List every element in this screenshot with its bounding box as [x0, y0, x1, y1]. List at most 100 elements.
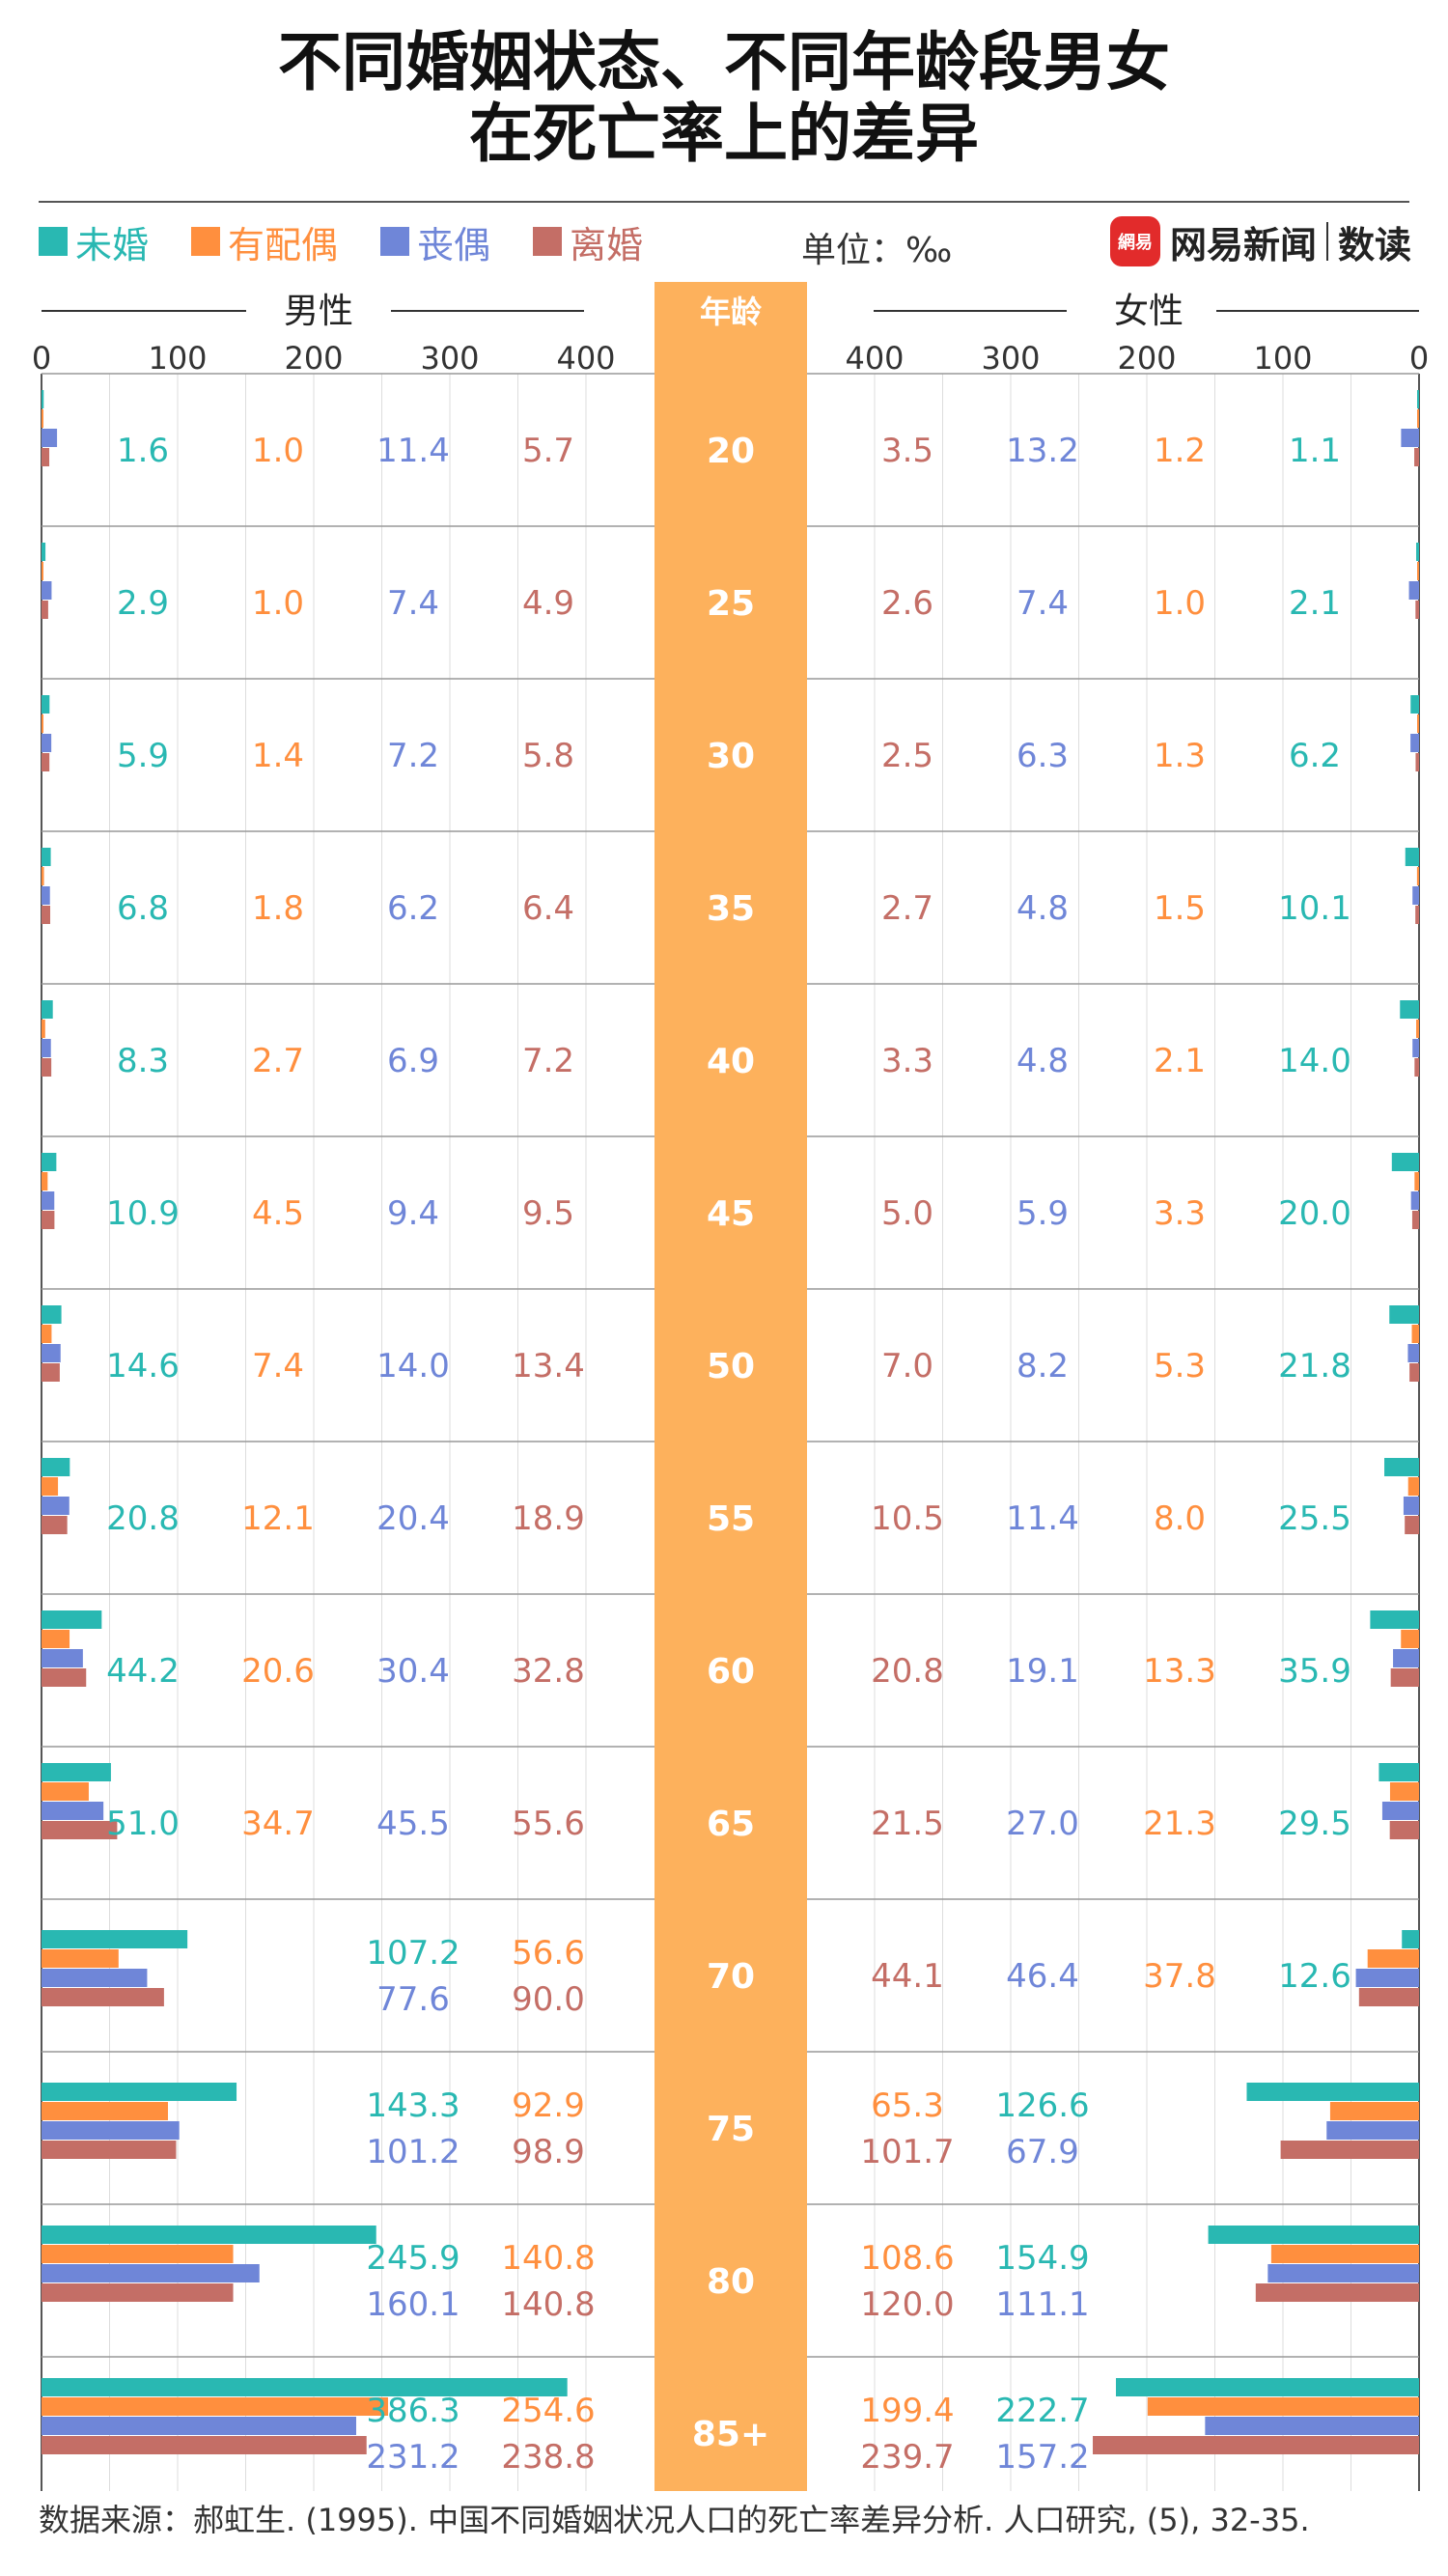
male-value-label: 55.6: [512, 1805, 585, 1843]
male-bar: [42, 1821, 118, 1839]
male-value-label: 231.2: [366, 2438, 459, 2477]
male-bar: [42, 2264, 260, 2282]
male-value-label: 90.0: [512, 1980, 585, 2019]
male-value-label: 14.0: [376, 1347, 450, 1386]
female-bar: [1115, 2378, 1419, 2396]
female-value-label: 1.5: [1154, 889, 1206, 928]
male-value-label: 6.4: [522, 889, 574, 928]
female-bar: [1326, 2121, 1419, 2140]
male-bar: [42, 2245, 234, 2263]
female-value-label: 27.0: [1006, 1805, 1079, 1843]
female-value-label: 1.1: [1289, 432, 1341, 470]
male-bar: [42, 1211, 55, 1229]
female-bar: [1416, 867, 1419, 885]
female-bar: [1370, 1610, 1419, 1629]
male-value-label: 140.8: [501, 2239, 595, 2278]
male-value-label: 51.0: [106, 1805, 180, 1843]
male-value-label: 8.3: [117, 1042, 169, 1080]
page-title: 不同婚姻状态、不同年龄段男女 在死亡率上的差异: [0, 27, 1448, 170]
female-bar: [1417, 390, 1419, 408]
female-value-label: 7.4: [1016, 584, 1069, 623]
female-bar: [1147, 2397, 1419, 2416]
female-bar: [1255, 2283, 1419, 2302]
male-bar: [42, 1191, 55, 1210]
female-value-label: 35.9: [1278, 1652, 1351, 1691]
female-value-label: 1.2: [1154, 432, 1206, 470]
female-value-label: 5.3: [1154, 1347, 1206, 1386]
male-bar: [42, 2121, 180, 2140]
male-value-label: 45.5: [376, 1805, 450, 1843]
female-value-label: 2.5: [881, 737, 933, 775]
female-bar: [1393, 1649, 1419, 1667]
legend-item-divorced: 离婚: [533, 215, 643, 268]
age-column: [654, 282, 807, 2491]
male-bar: [42, 1477, 59, 1496]
female-value-label: 5.0: [881, 1194, 933, 1233]
female-bar: [1402, 1930, 1419, 1948]
female-value-label: 101.7: [860, 2133, 954, 2171]
female-value-label: 1.3: [1154, 737, 1206, 775]
netease-logo-icon: 網易: [1110, 216, 1160, 266]
male-value-label: 386.3: [366, 2392, 459, 2430]
female-bar: [1208, 2226, 1419, 2244]
male-bar: [42, 2283, 234, 2302]
male-value-label: 7.4: [252, 1347, 304, 1386]
title-line-2: 在死亡率上的差异: [469, 97, 979, 171]
female-bar: [1405, 848, 1419, 866]
male-header: 男性: [284, 292, 353, 331]
female-bar: [1415, 601, 1419, 619]
female-value-label: 14.0: [1278, 1042, 1351, 1080]
female-value-label: 65.3: [871, 2086, 944, 2125]
male-value-label: 7.4: [387, 584, 439, 623]
male-value-label: 11.4: [376, 432, 450, 470]
female-bar: [1205, 2417, 1419, 2435]
female-bar: [1405, 1516, 1419, 1534]
legend-item-married: 有配偶: [191, 215, 338, 268]
age-label: 50: [707, 1347, 755, 1386]
source-note: 数据来源：郝虹生. (1995). 中国不同婚姻状况人口的死亡率差异分析. 人口…: [39, 2502, 1310, 2538]
male-bar: [42, 1988, 164, 2006]
age-label: 30: [707, 737, 755, 776]
female-bar: [1415, 753, 1419, 771]
male-value-label: 56.6: [512, 1934, 585, 1973]
female-value-label: 2.6: [881, 584, 933, 623]
female-bar: [1390, 1668, 1419, 1687]
female-header: 女性: [1114, 292, 1183, 331]
female-bar: [1389, 1782, 1419, 1801]
male-bar: [42, 543, 46, 561]
female-value-label: 120.0: [860, 2285, 954, 2324]
female-tick-label: 400: [845, 340, 904, 377]
male-tick-label: 200: [284, 340, 343, 377]
male-bar: [42, 1802, 104, 1820]
age-label: 25: [707, 584, 755, 624]
female-value-label: 13.3: [1143, 1652, 1216, 1691]
female-value-label: 2.1: [1289, 584, 1341, 623]
legend-label-married: 有配偶: [228, 223, 339, 266]
female-bar: [1407, 1477, 1419, 1496]
male-value-label: 20.6: [241, 1652, 315, 1691]
female-value-label: 13.2: [1006, 432, 1079, 470]
female-bar: [1280, 2141, 1419, 2159]
female-bar: [1407, 1344, 1419, 1362]
male-value-label: 245.9: [366, 2239, 459, 2278]
legend-swatch-unmarried: [39, 227, 68, 256]
female-tick-label: 300: [981, 340, 1040, 377]
legend-item-unmarried: 未婚: [39, 215, 149, 268]
female-value-label: 4.8: [1016, 1042, 1069, 1080]
female-bar: [1267, 2264, 1419, 2282]
female-bar: [1416, 1020, 1419, 1038]
male-bar: [42, 2226, 376, 2244]
male-value-label: 6.2: [387, 889, 439, 928]
male-value-label: 13.4: [512, 1347, 585, 1386]
male-bar: [42, 734, 52, 752]
female-value-label: 126.6: [995, 2086, 1089, 2125]
female-bar: [1416, 543, 1419, 561]
legend-swatch-widowed: [380, 227, 410, 256]
female-bar: [1401, 429, 1419, 447]
brand-sub: 数读: [1338, 223, 1412, 266]
unit-label: 单位：‰: [801, 231, 953, 270]
female-bar: [1391, 1153, 1419, 1171]
age-label: 40: [707, 1042, 755, 1081]
male-value-label: 1.0: [252, 584, 304, 623]
female-bar: [1408, 581, 1419, 600]
